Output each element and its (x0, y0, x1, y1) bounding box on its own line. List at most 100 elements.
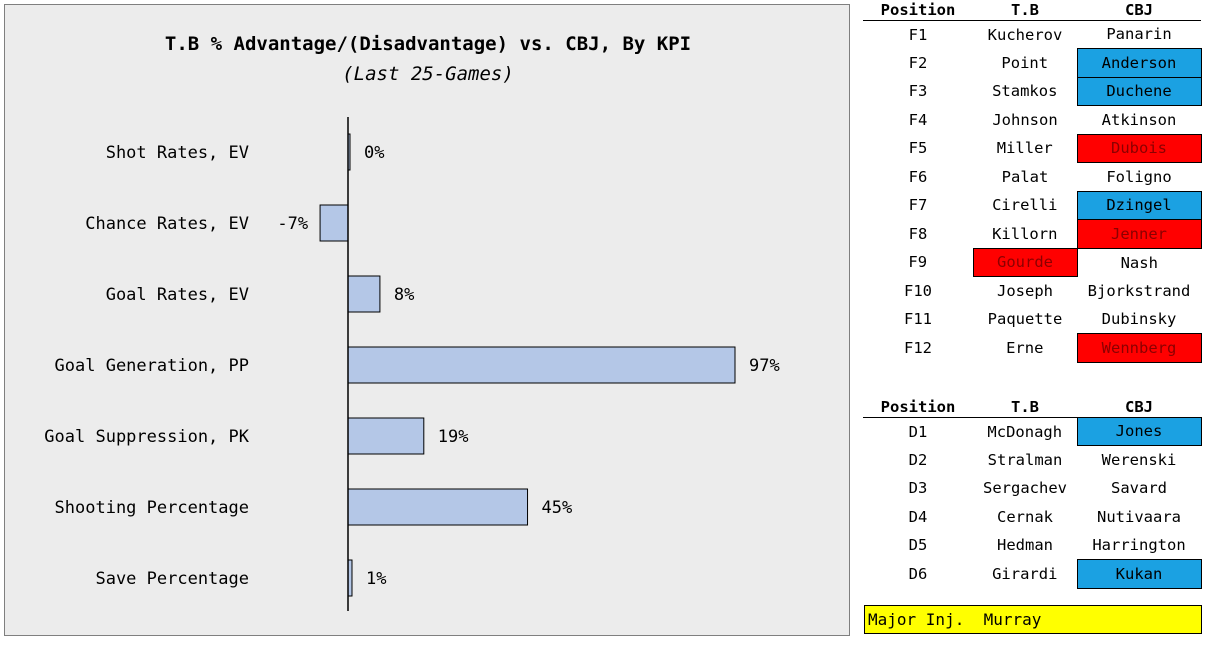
bar (347, 346, 736, 384)
cbj-player-cell: Panarin (1106, 25, 1172, 44)
cbj-player-cell: Jones (1076, 416, 1202, 446)
injury-label: Major Inj. (868, 610, 965, 629)
category-label: Shot Rates, EV (106, 143, 249, 163)
forwards-row: F11 Paquette Dubinsky (863, 305, 1201, 334)
cbj-player-cell: Bjorkstrand (1087, 281, 1191, 300)
header-position: Position (880, 0, 956, 19)
position-cell: D6 (908, 564, 928, 583)
cbj-player-cell: Savard (1111, 479, 1167, 498)
tb-player-cell: Cirelli (992, 196, 1058, 215)
position-cell: D2 (908, 450, 928, 469)
chart-subtitle: (Last 25-Games) (342, 63, 514, 85)
chart-panel: T.B % Advantage/(Disadvantage) vs. CBJ, … (4, 4, 850, 636)
bar (319, 204, 349, 242)
position-cell: F7 (908, 196, 928, 215)
cbj-player-cell: Dzingel (1076, 190, 1202, 220)
category-label: Goal Suppression, PK (44, 427, 249, 447)
tb-player-cell: Paquette (987, 310, 1063, 329)
position-cell: F12 (904, 338, 932, 357)
tb-player-cell: Palat (1001, 167, 1049, 186)
tb-player-cell: McDonagh (987, 422, 1063, 441)
cbj-player-cell: Dubinsky (1101, 310, 1177, 328)
position-cell: F10 (904, 281, 932, 300)
forwards-row: F1 Kucherov Panarin (863, 20, 1201, 49)
defense-row: D1 McDonagh Jones (863, 416, 1202, 446)
position-cell: F2 (908, 53, 928, 72)
value-label: 97% (749, 356, 780, 376)
value-label: 0% (364, 143, 384, 163)
tb-player-cell: Gourde (972, 247, 1078, 277)
tb-player-cell: Kucherov (987, 25, 1063, 44)
defense-lineup-table: Position T.B CBJ D1 McDonagh Jones D2 Stralm… (863, 397, 1202, 589)
defense-row: D3 Sergachev Savard (863, 474, 1201, 503)
cbj-player-cell: Nash (1120, 253, 1158, 272)
forwards-row: F2 Point Anderson (863, 48, 1202, 78)
value-label: 1% (366, 569, 386, 589)
cbj-player-cell: Jenner (1076, 219, 1202, 249)
bar (347, 488, 529, 526)
cbj-player-cell: Anderson (1076, 48, 1202, 78)
cbj-player-cell: Wennberg (1076, 333, 1202, 363)
defense-row: D2 Stralman Werenski (863, 446, 1201, 475)
cbj-player-cell: Kukan (1076, 559, 1202, 589)
defense-row: D6 Girardi Kukan (863, 559, 1202, 589)
tb-player-cell: Sergachev (983, 479, 1067, 498)
cbj-player-cell: Dubois (1076, 133, 1202, 163)
position-cell: F1 (908, 25, 928, 44)
value-label: -7% (277, 214, 308, 234)
tb-player-cell: Joseph (997, 282, 1053, 300)
tb-player-cell: Johnson (992, 110, 1058, 129)
forwards-row: F9 Gourde Nash (863, 247, 1201, 277)
tb-player-cell: Stamkos (992, 82, 1058, 101)
chart-title: T.B % Advantage/(Disadvantage) vs. CBJ, … (164, 33, 692, 55)
forwards-row: F5 Miller Dubois (863, 133, 1202, 163)
position-cell: F6 (908, 167, 928, 186)
position-cell: F8 (908, 224, 928, 243)
header-tb: T.B (1011, 397, 1039, 416)
forwards-row: F3 Stamkos Duchene (863, 76, 1202, 106)
cbj-player-cell: Nutivaara (1097, 507, 1181, 526)
position-cell: F9 (908, 253, 928, 272)
cbj-player-cell: Atkinson (1101, 110, 1177, 129)
tb-player-cell: Stralman (987, 450, 1063, 469)
category-label: Goal Generation, PP (55, 356, 249, 376)
forwards-row: F7 Cirelli Dzingel (863, 190, 1202, 220)
category-label: Chance Rates, EV (85, 214, 249, 234)
category-label: Shooting Percentage (55, 498, 249, 518)
forwards-row: F12 Erne Wennberg (863, 333, 1202, 363)
category-label: Goal Rates, EV (106, 285, 249, 305)
position-cell: D5 (908, 536, 928, 555)
defense-row: D4 Cernak Nutivaara (863, 503, 1201, 532)
position-cell: F11 (904, 310, 932, 329)
position-cell: F3 (908, 82, 928, 101)
header-cbj: CBJ (1125, 0, 1153, 19)
tb-player-cell: Point (1001, 53, 1049, 72)
position-cell: D1 (908, 422, 928, 441)
position-cell: D4 (908, 507, 928, 526)
forwards-row: F4 Johnson Atkinson (863, 106, 1201, 135)
header-tb: T.B (1011, 0, 1039, 19)
defense-header-row: Position T.B CBJ (863, 397, 1201, 417)
tb-player-cell: Miller (996, 139, 1053, 158)
tb-player-cell: Girardi (992, 564, 1058, 583)
bar-chart: Shot Rates, EV 0% Chance Rates, EV -7% Goal … (44, 117, 780, 611)
value-label: 19% (438, 427, 469, 447)
tb-player-cell: Erne (1006, 338, 1044, 357)
header-position: Position (880, 397, 956, 416)
bar (347, 275, 381, 313)
category-label: Save Percentage (95, 569, 249, 589)
tb-player-cell: Cernak (997, 507, 1053, 526)
forwards-lineup-table: Position T.B CBJ F1 Kucherov Panarin F2 Poin… (863, 0, 1202, 363)
value-label: 45% (542, 498, 573, 518)
header-cbj: CBJ (1125, 397, 1153, 416)
tb-player-cell: Killorn (992, 224, 1058, 243)
tb-player-cell: Hedman (997, 536, 1053, 555)
cbj-player-cell: Duchene (1076, 76, 1202, 106)
forwards-row: F6 Palat Foligno (863, 163, 1201, 192)
cbj-player-cell: Foligno (1106, 167, 1172, 186)
position-cell: D3 (908, 479, 928, 498)
forwards-row: F8 Killorn Jenner (863, 219, 1202, 249)
cbj-player-cell: Werenski (1101, 451, 1177, 469)
position-cell: F5 (908, 139, 928, 158)
forwards-header-row: Position T.B CBJ (863, 0, 1201, 20)
